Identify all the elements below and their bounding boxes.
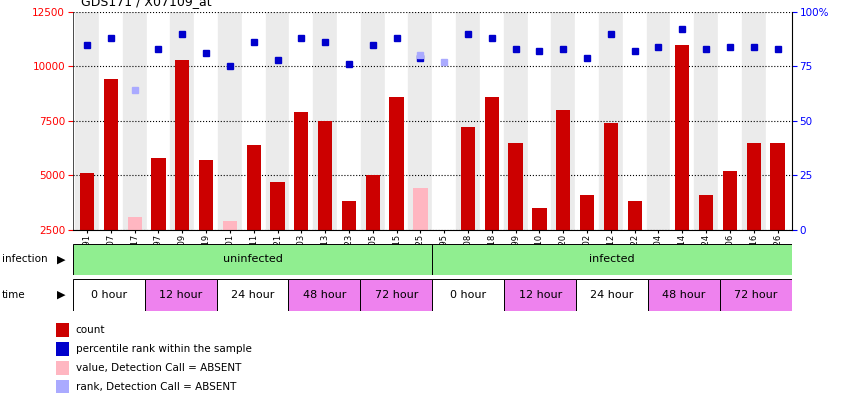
Bar (670, 12, 694, 230)
Bar (504, 279, 576, 311)
Text: 0 hour: 0 hour (91, 290, 127, 300)
Bar (720, 279, 792, 311)
Bar (342, 201, 356, 230)
Bar (461, 127, 475, 230)
Text: count: count (76, 325, 105, 335)
Bar (603, 123, 618, 230)
Bar (432, 244, 792, 275)
Bar (599, 12, 623, 230)
Bar (366, 175, 380, 230)
Bar (532, 208, 547, 230)
Bar (223, 221, 237, 230)
Text: GDS171 / X07109_at: GDS171 / X07109_at (81, 0, 212, 8)
Bar (80, 173, 94, 230)
Bar (484, 97, 499, 230)
Text: infected: infected (589, 254, 635, 265)
Bar (623, 12, 646, 230)
Bar (551, 12, 575, 230)
Bar (746, 143, 761, 230)
Bar (313, 12, 337, 230)
Bar (384, 12, 408, 230)
Bar (122, 12, 146, 230)
Text: time: time (2, 290, 26, 300)
Bar (128, 217, 142, 230)
Bar (104, 79, 118, 230)
Bar (56, 342, 68, 356)
Bar (318, 121, 332, 230)
Bar (217, 279, 288, 311)
Text: infection: infection (2, 254, 47, 265)
Bar (288, 279, 360, 311)
Bar (580, 195, 594, 230)
Bar (508, 143, 523, 230)
Text: value, Detection Call = ABSENT: value, Detection Call = ABSENT (76, 363, 241, 373)
Bar (699, 195, 713, 230)
Bar (770, 143, 785, 230)
Bar (56, 324, 68, 337)
Bar (480, 12, 503, 230)
Bar (265, 12, 289, 230)
Bar (646, 12, 670, 230)
Bar (576, 279, 648, 311)
Bar (170, 12, 194, 230)
Bar (175, 60, 189, 230)
Text: 72 hour: 72 hour (375, 290, 418, 300)
Text: 48 hour: 48 hour (663, 290, 705, 300)
Text: 0 hour: 0 hour (450, 290, 486, 300)
Bar (432, 12, 456, 230)
Bar (199, 160, 213, 230)
Bar (389, 97, 404, 230)
Bar (152, 158, 165, 230)
Text: 48 hour: 48 hour (303, 290, 346, 300)
Bar (627, 201, 642, 230)
Bar (73, 244, 432, 275)
Bar (145, 279, 217, 311)
Text: percentile rank within the sample: percentile rank within the sample (76, 344, 252, 354)
Bar (413, 188, 427, 230)
Bar (408, 12, 432, 230)
Bar (361, 12, 384, 230)
Bar (648, 279, 720, 311)
Bar (146, 12, 170, 230)
Bar (718, 12, 742, 230)
Text: 12 hour: 12 hour (519, 290, 562, 300)
Bar (73, 279, 145, 311)
Bar (742, 12, 765, 230)
Text: uninfected: uninfected (223, 254, 282, 265)
Bar (270, 182, 285, 230)
Bar (437, 230, 451, 236)
Bar (527, 12, 551, 230)
Text: 12 hour: 12 hour (159, 290, 202, 300)
Text: ▶: ▶ (57, 254, 66, 265)
Bar (694, 12, 718, 230)
Bar (503, 12, 527, 230)
Bar (360, 279, 432, 311)
Text: 72 hour: 72 hour (734, 290, 777, 300)
Bar (556, 110, 570, 230)
Bar (241, 12, 265, 230)
Bar (218, 12, 241, 230)
Bar (675, 44, 689, 230)
Text: 24 hour: 24 hour (591, 290, 633, 300)
Text: ▶: ▶ (57, 290, 66, 300)
Bar (75, 12, 99, 230)
Bar (56, 361, 68, 375)
Bar (651, 230, 666, 249)
Bar (432, 279, 504, 311)
Bar (722, 171, 737, 230)
Bar (294, 112, 308, 230)
Bar (337, 12, 361, 230)
Text: rank, Detection Call = ABSENT: rank, Detection Call = ABSENT (76, 382, 236, 392)
Bar (56, 380, 68, 393)
Bar (289, 12, 313, 230)
Text: 24 hour: 24 hour (231, 290, 274, 300)
Bar (765, 12, 789, 230)
Bar (575, 12, 599, 230)
Bar (456, 12, 480, 230)
Bar (194, 12, 218, 230)
Bar (247, 145, 261, 230)
Bar (99, 12, 122, 230)
